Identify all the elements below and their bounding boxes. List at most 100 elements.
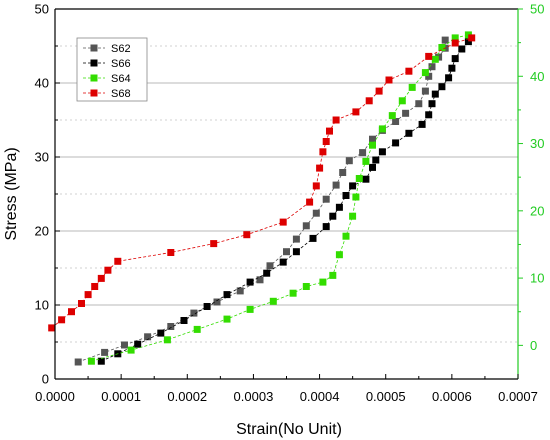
data-point bbox=[408, 83, 416, 91]
data-point bbox=[365, 97, 373, 105]
data-point bbox=[74, 358, 82, 366]
data-point bbox=[322, 223, 330, 231]
data-point bbox=[329, 271, 337, 279]
data-point bbox=[266, 262, 274, 270]
data-point bbox=[332, 116, 340, 124]
right-y-tick-label: 30 bbox=[530, 136, 544, 151]
data-point bbox=[312, 209, 320, 217]
data-point bbox=[322, 138, 330, 145]
data-point bbox=[114, 257, 122, 265]
data-point bbox=[326, 127, 333, 135]
data-point bbox=[438, 83, 446, 91]
data-point bbox=[428, 63, 436, 71]
data-point bbox=[210, 240, 218, 248]
data-point bbox=[246, 278, 254, 286]
data-point bbox=[352, 193, 360, 201]
data-point bbox=[312, 182, 320, 190]
data-point bbox=[385, 76, 393, 84]
data-point bbox=[378, 125, 386, 133]
data-point bbox=[335, 251, 343, 259]
data-point bbox=[309, 234, 317, 242]
data-point bbox=[349, 182, 357, 190]
legend-label-S66: S66 bbox=[111, 58, 131, 70]
data-point bbox=[421, 69, 429, 77]
data-point bbox=[256, 276, 264, 284]
data-point bbox=[322, 195, 330, 203]
data-point bbox=[279, 258, 287, 266]
data-point bbox=[104, 266, 112, 274]
legend-label-S64: S64 bbox=[111, 73, 131, 85]
data-point bbox=[283, 248, 290, 256]
data-point bbox=[84, 291, 92, 299]
data-point bbox=[292, 248, 300, 256]
legend-label-S68: S68 bbox=[111, 88, 131, 100]
data-point bbox=[101, 348, 109, 356]
series-S66 bbox=[97, 38, 472, 365]
data-point bbox=[180, 317, 188, 324]
data-point bbox=[392, 118, 400, 125]
x-tick-label: 0.0005 bbox=[366, 389, 406, 404]
y-tick-label: 20 bbox=[35, 224, 49, 239]
data-point bbox=[345, 157, 353, 165]
data-point bbox=[223, 315, 231, 323]
axes: 0 10 20 30 40 50 0.0000 0.0001 0.0002 0.0003 0.000… bbox=[35, 2, 545, 405]
right-y-tick-label: 50 bbox=[530, 2, 544, 17]
data-point bbox=[289, 289, 297, 297]
data-point bbox=[372, 156, 380, 164]
data-point bbox=[342, 232, 350, 240]
data-point bbox=[269, 297, 277, 305]
data-point bbox=[355, 175, 363, 182]
data-point bbox=[369, 141, 376, 149]
y-tick-label: 40 bbox=[35, 76, 49, 91]
data-point bbox=[362, 175, 370, 183]
right-y-tick-label: 20 bbox=[530, 203, 544, 218]
data-point bbox=[421, 87, 429, 95]
data-point bbox=[405, 129, 413, 137]
x-tick-label: 0.0003 bbox=[234, 389, 274, 404]
data-point bbox=[388, 112, 396, 120]
data-point bbox=[359, 149, 367, 157]
data-point bbox=[418, 120, 426, 128]
legend-marker-S64 bbox=[90, 74, 98, 82]
data-point bbox=[362, 157, 370, 165]
data-point bbox=[451, 39, 459, 47]
data-point bbox=[319, 148, 327, 156]
data-point bbox=[246, 305, 254, 313]
data-point bbox=[68, 308, 75, 316]
y-axis-title: Stress (MPa) bbox=[3, 147, 20, 240]
data-point bbox=[369, 163, 376, 171]
data-point bbox=[279, 218, 287, 226]
data-point bbox=[352, 108, 360, 116]
data-point bbox=[349, 212, 357, 220]
legend: S62 S66 S64 S68 bbox=[76, 37, 148, 102]
data-point bbox=[213, 298, 221, 306]
data-point bbox=[339, 169, 347, 176]
data-point bbox=[415, 100, 423, 108]
legend-marker-S66 bbox=[90, 59, 98, 67]
data-point bbox=[48, 324, 56, 332]
data-point bbox=[392, 139, 400, 147]
data-point bbox=[451, 55, 459, 63]
x-axis-title: Strain(No Unit) bbox=[236, 421, 342, 438]
data-point bbox=[203, 303, 211, 310]
data-point bbox=[468, 34, 476, 42]
data-point bbox=[157, 329, 165, 337]
data-series bbox=[48, 31, 476, 366]
data-point bbox=[78, 300, 85, 307]
data-point bbox=[464, 38, 472, 46]
data-point bbox=[127, 346, 135, 354]
series-line-S64 bbox=[91, 34, 469, 362]
data-point bbox=[451, 34, 459, 42]
data-point bbox=[87, 357, 95, 365]
data-point bbox=[91, 283, 99, 290]
x-tick-label: 0.0002 bbox=[167, 389, 207, 404]
data-point bbox=[302, 283, 310, 290]
y-tick-label: 30 bbox=[35, 150, 49, 165]
x-tick-label: 0.0001 bbox=[101, 389, 141, 404]
data-point bbox=[236, 287, 244, 295]
y-tick-label: 10 bbox=[35, 298, 49, 313]
data-point bbox=[375, 87, 383, 95]
data-point bbox=[405, 67, 413, 75]
data-point bbox=[319, 278, 327, 286]
data-point bbox=[425, 111, 433, 119]
